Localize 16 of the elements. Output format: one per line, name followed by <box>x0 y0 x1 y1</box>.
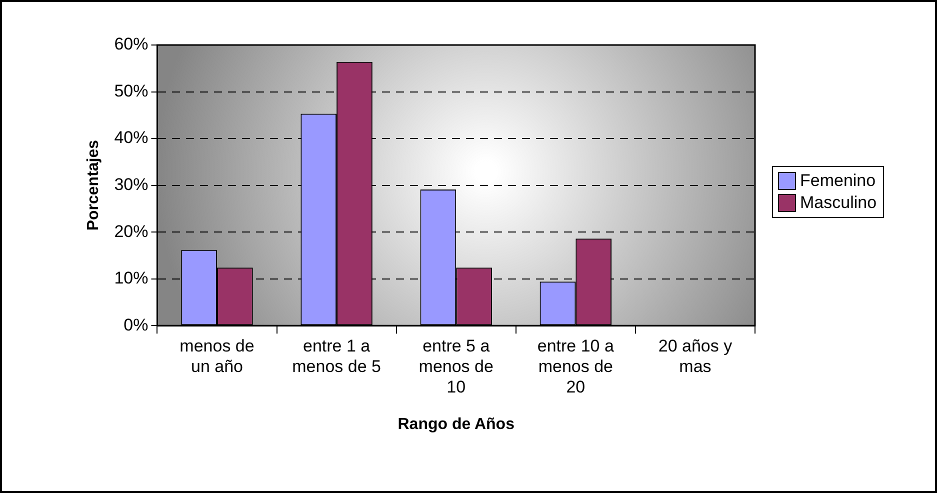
y-tick-label: 20% <box>114 222 148 241</box>
y-tick-label: 60% <box>114 34 148 54</box>
x-tick-label: entre 1 a menos de 5 <box>292 336 381 376</box>
x-tick-label: 20 años y mas <box>658 336 733 376</box>
y-axis-title: Porcentajes <box>85 140 102 231</box>
legend-label: Femenino <box>800 170 876 192</box>
y-tick-label: 0% <box>124 315 148 334</box>
y-tick-label: 40% <box>114 128 148 148</box>
y-tick-label: 50% <box>114 81 148 100</box>
x-tick-label: entre 10 a menos de 20 <box>537 336 614 396</box>
x-tick-label: entre 5 a menos de 10 <box>418 336 494 396</box>
y-tick-label: 30% <box>114 174 148 194</box>
y-tick-label: 10% <box>114 268 148 288</box>
x-axis-title: Rango de Años <box>398 416 515 433</box>
legend-label: Masculino <box>800 192 877 214</box>
x-tick-label: menos de un año <box>180 336 254 376</box>
